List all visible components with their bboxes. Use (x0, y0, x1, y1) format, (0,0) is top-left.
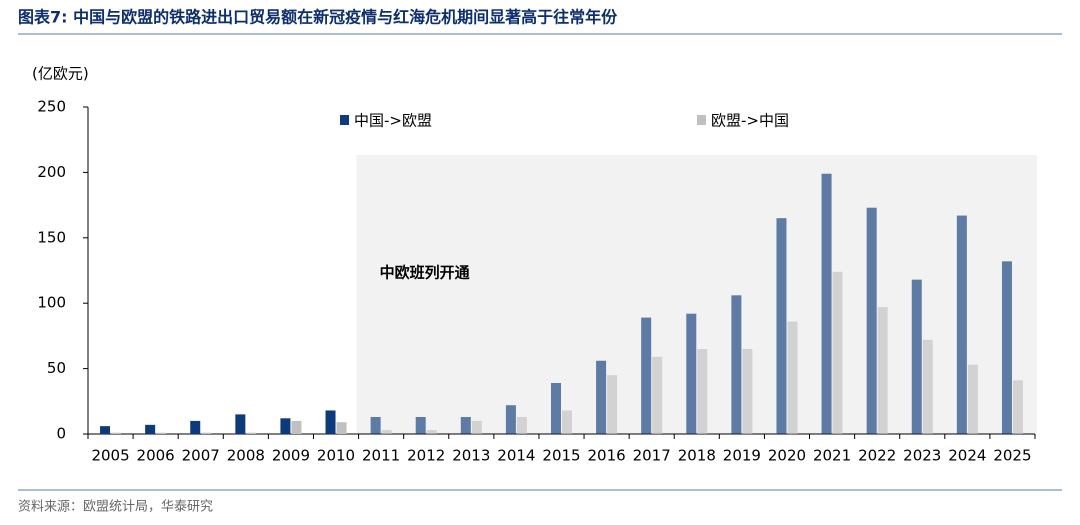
x-tick-label: 2020 (768, 447, 806, 465)
x-tick-label: 2007 (182, 447, 220, 465)
bar (505, 405, 516, 434)
x-tick-label: 2015 (542, 447, 580, 465)
bar (1001, 261, 1012, 434)
x-tick-label: 2008 (227, 447, 265, 465)
x-tick-label: 2011 (362, 447, 400, 465)
bar (370, 416, 381, 434)
bar (145, 424, 156, 434)
bar (516, 416, 527, 434)
legend-swatch (697, 115, 706, 125)
x-tick-label: 2021 (813, 447, 851, 465)
bar (381, 430, 392, 434)
region-label: 中欧班列开通 (380, 264, 470, 282)
x-tick-label: 2014 (497, 447, 535, 465)
bar (641, 317, 652, 434)
y-tick-label: 0 (56, 425, 66, 443)
bar (280, 418, 291, 434)
x-tick-label: 2009 (272, 447, 310, 465)
x-tick-label: 2022 (858, 447, 896, 465)
x-tick-label: 2016 (588, 447, 626, 465)
bar (787, 321, 798, 434)
bar (325, 410, 336, 434)
bar (415, 416, 426, 434)
bar (832, 271, 843, 434)
bar (686, 313, 697, 434)
bar (596, 360, 607, 434)
bar (201, 432, 212, 434)
y-tick-label: 200 (37, 163, 66, 181)
x-tick-label: 2017 (633, 447, 671, 465)
bar (821, 173, 832, 434)
bar (866, 207, 877, 434)
x-tick-label: 2006 (137, 447, 175, 465)
bar (246, 432, 257, 434)
bar (460, 416, 471, 434)
y-tick-label: 250 (37, 98, 66, 116)
x-tick-label: 2018 (678, 447, 716, 465)
bar (156, 432, 167, 434)
y-tick-label: 50 (47, 359, 66, 377)
y-tick-label: 100 (37, 294, 66, 312)
bar (562, 410, 572, 434)
x-tick-label: 2023 (903, 447, 941, 465)
bar (956, 215, 967, 434)
bar (922, 339, 933, 434)
bar (1012, 380, 1023, 434)
legend-label: 中国->欧盟 (354, 112, 432, 130)
bar (731, 295, 742, 434)
bar (607, 375, 618, 434)
bar (742, 348, 753, 434)
x-tick-label: 2013 (452, 447, 490, 465)
x-tick-label: 2019 (723, 447, 761, 465)
chart-title: 图表7: 中国与欧盟的铁路进出口贸易额在新冠疫情与红海危机期间显著高于往常年份 (18, 8, 618, 27)
bar (235, 414, 246, 434)
legend-swatch (340, 115, 349, 125)
bar (190, 420, 201, 434)
bar (471, 420, 482, 434)
bar (911, 279, 922, 434)
shaded-region (356, 155, 1038, 434)
bar (967, 364, 978, 434)
bar (877, 307, 888, 434)
x-tick-label: 2010 (317, 447, 355, 465)
legend-label: 欧盟->中国 (711, 112, 789, 130)
bar (776, 218, 787, 434)
bar (291, 420, 302, 434)
bar (697, 348, 708, 434)
y-axis-unit: (亿欧元) (32, 65, 89, 83)
x-tick-label: 2025 (993, 447, 1031, 465)
x-tick-label: 2024 (948, 447, 986, 465)
bar (551, 382, 561, 434)
bar (111, 432, 122, 434)
x-tick-label: 2005 (91, 447, 129, 465)
source-note: 资料来源：欧盟统计局，华泰研究 (18, 500, 213, 515)
bar (100, 426, 111, 434)
bar (426, 430, 437, 434)
x-tick-label: 2012 (407, 447, 445, 465)
y-tick-label: 150 (37, 228, 66, 246)
bar (652, 356, 663, 434)
bar (336, 422, 347, 434)
